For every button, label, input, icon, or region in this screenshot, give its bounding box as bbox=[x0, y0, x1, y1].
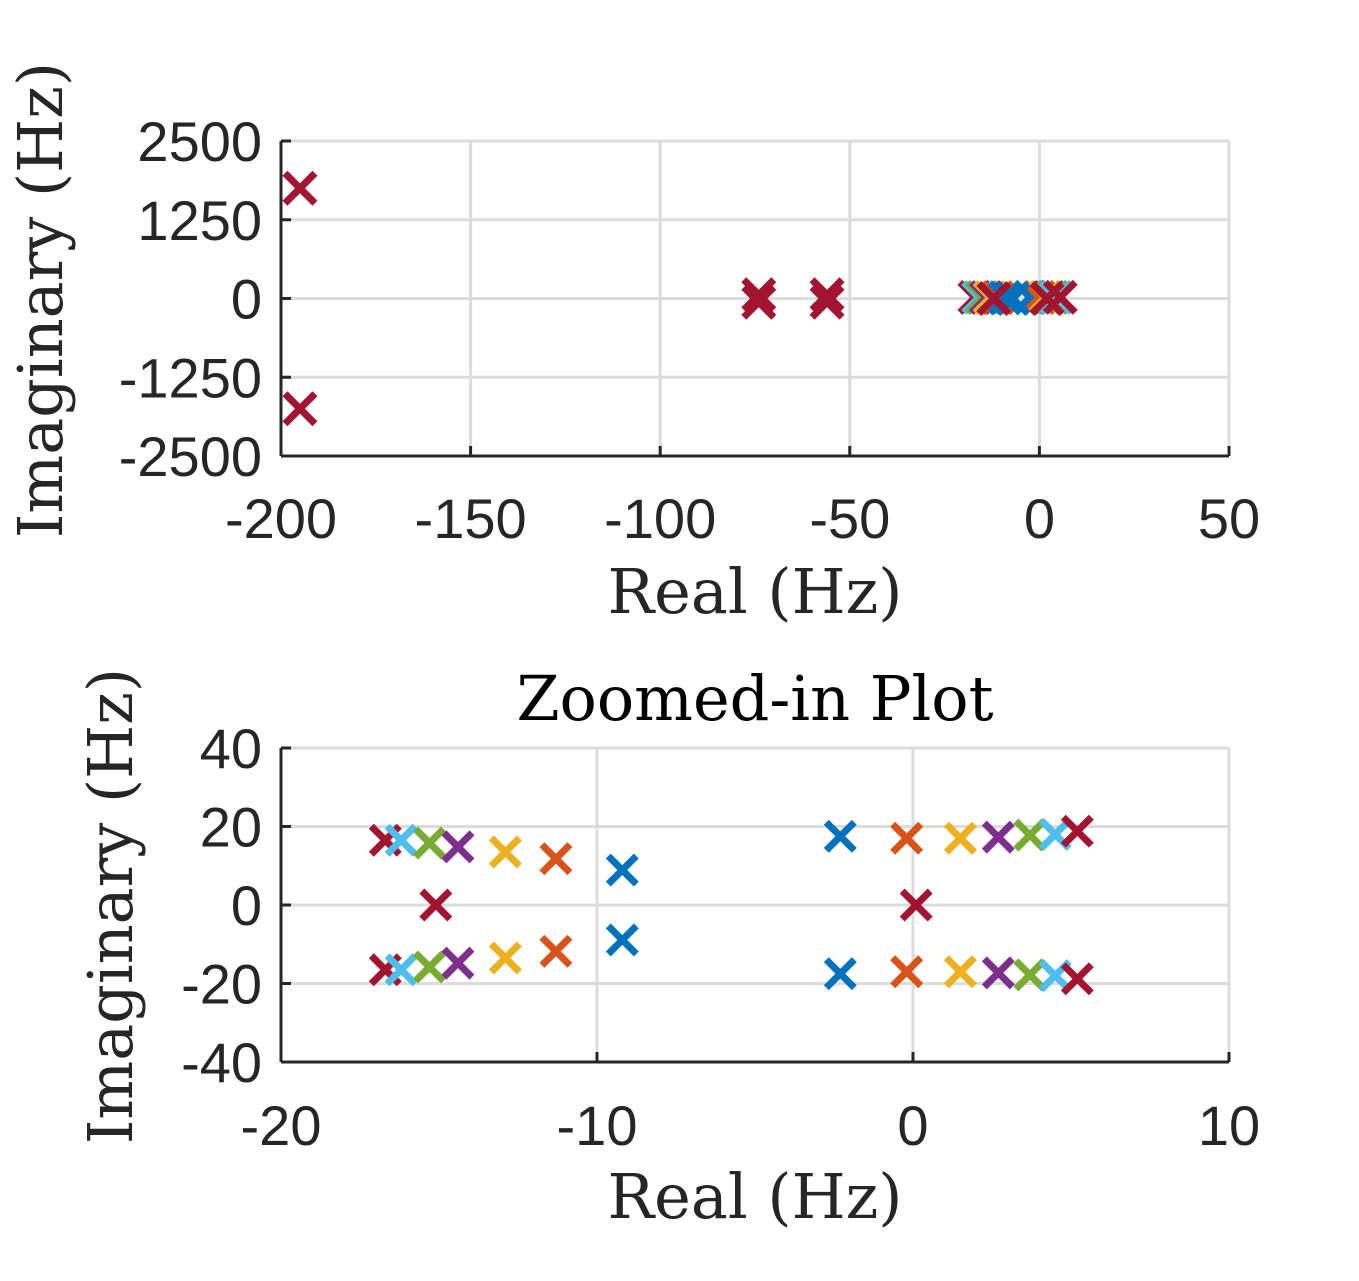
bottom-plot-point bbox=[890, 955, 924, 989]
bottom-plot-x-tick-label: -20 bbox=[241, 1094, 322, 1157]
bottom-plot-y-tick-label: -20 bbox=[181, 953, 262, 1016]
top-plot-point bbox=[741, 277, 777, 313]
bottom-plot-axes bbox=[279, 746, 1231, 1064]
bottom-plot-title: Zoomed-in Plot bbox=[516, 662, 993, 735]
top-plot-x-tick-label: 0 bbox=[1024, 487, 1055, 550]
bottom-plot-x-tick-label: 0 bbox=[897, 1094, 928, 1157]
top-plot-y-label: Imaginary (Hz) bbox=[4, 62, 77, 538]
bottom-plot-point bbox=[605, 923, 639, 957]
top-plot-point bbox=[1029, 281, 1065, 316]
top-plot-point bbox=[282, 170, 318, 206]
bottom-plot-point bbox=[441, 946, 475, 980]
top-plot-y-tick-label: -2500 bbox=[119, 425, 262, 488]
top-plot-point bbox=[1042, 279, 1078, 315]
bottom-plot-point bbox=[1013, 818, 1047, 852]
top-plot-point bbox=[976, 281, 1012, 316]
top-plot-x-tick-label: -50 bbox=[809, 487, 890, 550]
bottom-plot-point bbox=[823, 819, 857, 853]
top-plot-x-tick-label: -200 bbox=[225, 487, 337, 550]
bottom-plot-point bbox=[384, 953, 418, 987]
bottom-plot-point bbox=[899, 888, 933, 922]
top-plot-y-tick-label: 0 bbox=[231, 268, 262, 331]
bottom-plot-point bbox=[539, 842, 573, 876]
top-plot-point bbox=[282, 391, 318, 427]
bottom-plot-point bbox=[384, 823, 418, 857]
top-plot-point bbox=[741, 284, 777, 320]
top-plot-axes bbox=[279, 139, 1231, 458]
bottom-plot-point bbox=[488, 835, 522, 869]
top-plot-tick-labels: -200 -150 -100 -50 0 50 2500 1250 0 -1250 -2500 bbox=[119, 110, 1260, 550]
bottom-plot-point bbox=[419, 888, 453, 922]
bottom-plot-grid bbox=[279, 746, 1231, 1064]
bottom-plot-y-tick-label: -40 bbox=[181, 1031, 262, 1094]
bottom-plot-point bbox=[1060, 814, 1094, 848]
bottom-plot-point bbox=[605, 853, 639, 887]
bottom-plot-x-label: Real (Hz) bbox=[608, 1160, 903, 1233]
bottom-plot-point bbox=[943, 955, 977, 989]
bottom-plot-x-tick-label: -10 bbox=[557, 1094, 638, 1157]
bottom-plot-points bbox=[368, 814, 1094, 996]
bottom-plot-point bbox=[823, 957, 857, 991]
bottom-plot-point bbox=[488, 941, 522, 975]
top-plot-x-label: Real (Hz) bbox=[608, 555, 903, 628]
bottom-plot-point bbox=[413, 950, 446, 984]
top-plot-point bbox=[809, 284, 845, 320]
top-plot-x-tick-label: -100 bbox=[604, 487, 716, 550]
top-plot-y-tick-label: 1250 bbox=[137, 189, 262, 252]
bottom-plot-point bbox=[413, 826, 446, 860]
bottom-plot-y-tick-label: 40 bbox=[200, 717, 262, 780]
bottom-plot-y-tick-label: 0 bbox=[231, 874, 262, 937]
top-plot-y-tick-label: -1250 bbox=[119, 346, 262, 409]
bottom-plot-point bbox=[1060, 962, 1094, 996]
top-plot-points bbox=[282, 170, 1078, 427]
bottom-plot-y-label: Imaginary (Hz) bbox=[74, 668, 147, 1144]
bottom-plot-point bbox=[981, 820, 1015, 854]
bottom-plot-point bbox=[539, 934, 573, 968]
top-plot-y-tick-label: 2500 bbox=[137, 110, 262, 173]
top-plot-point bbox=[809, 277, 845, 313]
top-plot: -200 -150 -100 -50 0 50 2500 1250 0 -1250 -2500 Re… bbox=[4, 62, 1260, 628]
bottom-plot-point bbox=[981, 956, 1015, 990]
bottom-plot-x-tick-label: 10 bbox=[1198, 1094, 1260, 1157]
top-plot-x-tick-label: 50 bbox=[1198, 487, 1260, 550]
top-plot-x-tick-label: -150 bbox=[415, 487, 527, 550]
bottom-plot-y-tick-label: 20 bbox=[200, 796, 262, 859]
bottom-plot-point bbox=[890, 821, 924, 855]
bottom-plot-point bbox=[1013, 958, 1047, 992]
bottom-plot-point bbox=[441, 830, 475, 864]
bottom-plot-point bbox=[943, 821, 977, 855]
